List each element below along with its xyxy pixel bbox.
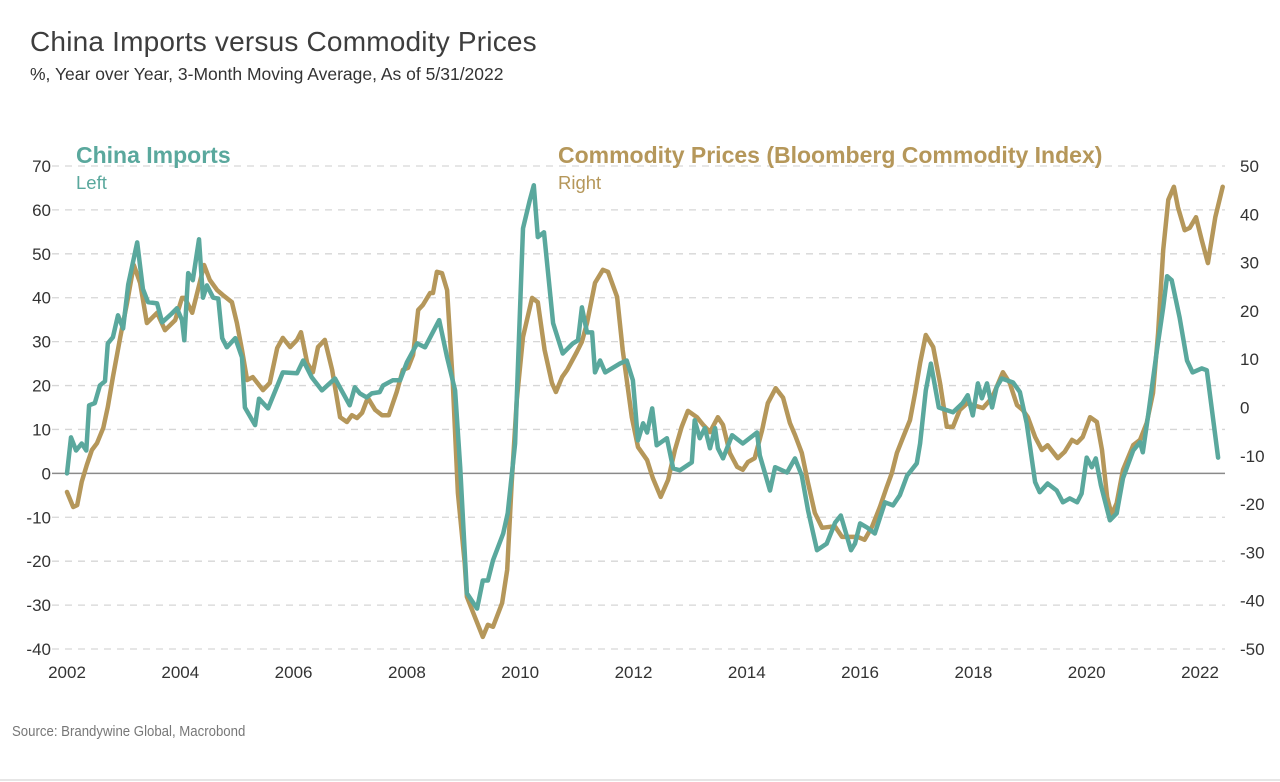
legend-commodity-prices: Commodity Prices (Bloomberg Commodity In… <box>558 142 1102 168</box>
x-tick-label: 2002 <box>48 663 86 682</box>
left-tick-label: 70 <box>32 157 51 176</box>
right-tick-label: 20 <box>1240 302 1259 321</box>
left-tick-label: 10 <box>32 420 51 439</box>
x-tick-label: 2008 <box>388 663 426 682</box>
chart-subtitle: %, Year over Year, 3-Month Moving Averag… <box>30 64 504 84</box>
right-tick-label: -20 <box>1240 495 1265 514</box>
source-note: Source: Brandywine Global, Macrobond <box>12 723 246 740</box>
right-axis-ticks: 50 40 30 20 10 0 -10 -20 -30 -40 -50 <box>1240 157 1265 659</box>
right-tick-label: 10 <box>1240 350 1259 369</box>
right-tick-label: -10 <box>1240 447 1265 466</box>
x-tick-label: 2016 <box>841 663 879 682</box>
left-tick-label: -30 <box>26 596 51 615</box>
right-tick-label: -50 <box>1240 640 1265 659</box>
chart-title: China Imports versus Commodity Prices <box>30 26 537 57</box>
right-tick-label: 50 <box>1240 157 1259 176</box>
x-tick-label: 2022 <box>1181 663 1219 682</box>
left-tick-label: -10 <box>26 508 51 527</box>
left-tick-label: -20 <box>26 552 51 571</box>
right-tick-label: 40 <box>1240 205 1259 224</box>
x-tick-label: 2018 <box>954 663 992 682</box>
right-tick-label: 30 <box>1240 254 1259 273</box>
right-tick-label: -40 <box>1240 592 1265 611</box>
left-axis-ticks: 70 60 50 40 30 20 10 0 -10 -20 -30 -40 <box>26 157 51 659</box>
bottom-divider <box>0 779 1280 781</box>
commodity-prices-line <box>64 184 1225 640</box>
legend: China Imports Left Commodity Prices (Blo… <box>76 142 1102 193</box>
series-lines <box>64 183 1225 640</box>
right-tick-label: 0 <box>1240 399 1249 418</box>
right-tick-label: -30 <box>1240 543 1265 562</box>
legend-commodity-prices-axis: Right <box>558 172 601 193</box>
left-tick-label: 40 <box>32 289 51 308</box>
china-imports-line <box>64 183 1221 611</box>
left-tick-label: 30 <box>32 333 51 352</box>
x-tick-label: 2006 <box>275 663 313 682</box>
x-tick-label: 2020 <box>1068 663 1106 682</box>
legend-china-imports: China Imports <box>76 142 231 168</box>
left-tick-label: 20 <box>32 377 51 396</box>
gridlines <box>52 165 1225 650</box>
x-axis-ticks: 2002 2004 2006 2008 2010 2012 2014 2016 2018 2020… <box>48 663 1219 682</box>
legend-china-imports-axis: Left <box>76 172 107 193</box>
x-tick-label: 2012 <box>615 663 653 682</box>
left-tick-label: -40 <box>26 640 51 659</box>
left-tick-label: 50 <box>32 245 51 264</box>
left-tick-label: 60 <box>32 201 51 220</box>
x-tick-label: 2010 <box>501 663 539 682</box>
x-tick-label: 2004 <box>161 663 199 682</box>
left-tick-label: 0 <box>42 464 51 483</box>
x-tick-label: 2014 <box>728 663 766 682</box>
